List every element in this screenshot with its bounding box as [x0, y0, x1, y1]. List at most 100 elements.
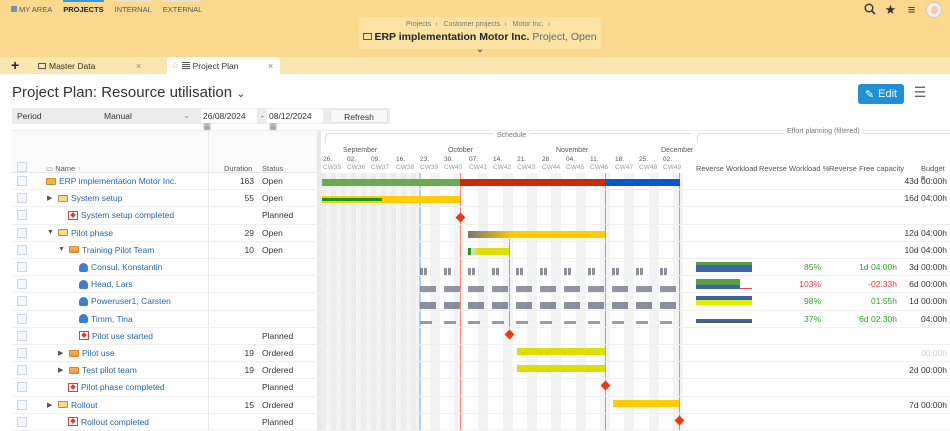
table-row[interactable]: Poweruser1, Carsten 98% 01:55h 1d 00:00h — [12, 293, 950, 311]
star-icon[interactable]: ★ — [884, 2, 897, 17]
row-checkbox[interactable] — [17, 365, 27, 376]
breadcrumb-motor-inc[interactable]: Motor Inc. — [512, 21, 544, 28]
table-row[interactable]: ▶ Pilot use 19 Ordered 00:00h — [12, 345, 950, 363]
row-name[interactable]: System setup completed — [81, 210, 175, 221]
resource-histogram — [420, 302, 680, 309]
table-row[interactable]: Pilot phase completed Planned — [12, 379, 950, 397]
table-row[interactable]: ERP implementation Motor Inc. 163 Open 43d … — [12, 173, 950, 191]
row-checkbox[interactable] — [17, 210, 27, 221]
expand-icon[interactable]: ▶ — [47, 401, 53, 409]
row-checkbox[interactable] — [17, 227, 27, 238]
nav-internal[interactable]: INTERNAL — [114, 0, 152, 14]
expand-icon[interactable]: ▶ — [58, 367, 64, 375]
row-name[interactable]: Pilot phase — [71, 227, 114, 238]
table-row[interactable]: Pilot use started Planned — [12, 328, 950, 345]
expand-icon[interactable]: ▶ — [58, 350, 64, 357]
period-select[interactable]: Manual — [104, 111, 132, 121]
row-name[interactable]: Rollout completed — [81, 416, 150, 427]
filter-settings-icon[interactable]: ☰ — [913, 84, 927, 100]
search-icon[interactable] — [863, 3, 876, 18]
row-checkbox[interactable] — [17, 176, 27, 186]
table-row[interactable]: ▶ Rollout 15 Ordered 7d 00:00h — [12, 397, 950, 414]
budget-header[interactable]: Budget e — [921, 164, 945, 182]
splitter[interactable] — [317, 131, 321, 430]
row-name[interactable]: System setup — [71, 193, 123, 204]
row-checkbox[interactable] — [17, 348, 27, 358]
table-row[interactable]: ▼ Training Pilot Team 10 Open 10d 04:00h — [12, 242, 950, 259]
gantt-bar-pilot-phase[interactable] — [468, 231, 605, 238]
breadcrumb-customer-projects[interactable]: Customer projects — [443, 21, 501, 28]
row-name[interactable]: Rollout — [71, 399, 98, 410]
name-column-header[interactable]: ▭ Name ↑ — [46, 164, 82, 173]
row-checkbox[interactable] — [17, 279, 27, 290]
status-column-header[interactable]: Status — [262, 164, 284, 173]
table-row[interactable]: Rollout completed Planned — [12, 414, 950, 431]
reverse-workload-header[interactable]: Reverse Workload — [696, 164, 758, 173]
row-checkbox[interactable] — [17, 313, 27, 324]
reverse-workload-pct-header[interactable]: Reverse Workload % — [759, 164, 830, 173]
gantt-bar-test-pilot-team[interactable] — [517, 365, 605, 372]
row-checkbox[interactable] — [17, 262, 27, 272]
calendar-icon[interactable]: ▦ — [203, 121, 212, 131]
add-tab-button[interactable]: + — [11, 57, 20, 73]
expand-icon[interactable]: ▶ — [47, 195, 53, 203]
row-checkbox[interactable] — [17, 399, 27, 410]
gantt-bar-system-setup[interactable] — [322, 196, 460, 203]
nav-external[interactable]: EXTERNAL — [162, 0, 203, 14]
row-name[interactable]: Timm, Tina — [91, 313, 133, 324]
chevron-down-icon[interactable]: ⌄ — [183, 110, 191, 120]
row-budget: 7d 00:00h — [909, 399, 947, 410]
hamburger-icon[interactable]: ≡ — [907, 2, 916, 17]
table-row[interactable]: ▶ Test pilot team 19 Ordered 2d 00:00h — [12, 362, 950, 380]
table-row[interactable]: ▶ System setup 55 Open 16d 04:00h — [12, 190, 950, 208]
pin-icon[interactable]: ☆ — [171, 60, 179, 70]
row-checkbox[interactable] — [17, 416, 27, 427]
table-row[interactable]: Head, Lars 103% -02:33h 6d 00:00h — [12, 276, 950, 294]
close-icon[interactable]: × — [136, 60, 142, 71]
nav-my-area[interactable]: MY AREA — [11, 4, 52, 14]
row-name[interactable]: Head, Lars — [91, 279, 133, 290]
row-duration: 29 — [244, 227, 254, 238]
breadcrumb-projects[interactable]: Projects — [405, 21, 432, 28]
row-name[interactable]: Pilot phase completed — [81, 382, 165, 393]
page-title[interactable]: Project Plan: Resource utilisation ⌄ — [12, 84, 246, 101]
row-checkbox[interactable] — [17, 193, 27, 204]
row-name[interactable]: Pilot use — [82, 348, 115, 358]
edit-button[interactable]: ✎ Edit — [858, 84, 904, 104]
gantt-bar-training-pilot-team[interactable] — [468, 248, 510, 255]
gantt-bar-project[interactable] — [322, 179, 460, 186]
collapse-icon[interactable]: ▼ — [58, 246, 65, 254]
row-name[interactable]: Pilot use started — [92, 330, 153, 341]
table-row[interactable]: Timm, Tina 37% 6d 02:30h 04:00h — [12, 311, 950, 328]
row-checkbox[interactable] — [17, 330, 27, 341]
row-name[interactable]: Poweruser1, Carsten — [91, 296, 171, 307]
close-icon[interactable]: × — [268, 60, 274, 71]
gantt-bar-rollout[interactable] — [613, 400, 679, 407]
row-checkbox[interactable] — [17, 382, 27, 393]
row-name[interactable]: Test pilot team — [82, 365, 137, 376]
row-name[interactable]: ERP implementation Motor Inc. — [59, 176, 177, 186]
gantt-bar-project[interactable] — [460, 179, 605, 186]
table-row[interactable]: Consul, Konstantin 85% 1d 04:00h 3d 00:00h — [12, 259, 950, 277]
calendar-icon[interactable]: ▦ — [269, 121, 278, 131]
date-to-field[interactable]: 08/12/2024 ▦ — [267, 109, 323, 131]
tab-master-data[interactable]: Master Data × — [38, 57, 148, 74]
select-all-checkbox[interactable] — [17, 162, 27, 172]
gantt-bar-pilot-use[interactable] — [517, 348, 605, 355]
reverse-free-capacity-header[interactable]: Reverse Free capacity — [829, 164, 905, 173]
project-selector[interactable]: ERP implementation Motor Inc. Project, O… — [359, 31, 601, 55]
collapse-icon[interactable]: ▼ — [47, 229, 54, 237]
row-checkbox[interactable] — [17, 244, 27, 255]
gantt-bar-project[interactable] — [605, 179, 680, 186]
date-from-field[interactable]: 26/08/2024 ▦ — [201, 109, 257, 131]
row-checkbox[interactable] — [17, 296, 27, 307]
row-name[interactable]: Training Pilot Team — [82, 244, 155, 255]
duration-column-header[interactable]: Duration — [224, 164, 253, 173]
tab-project-plan[interactable]: ☆ Project Plan × — [167, 57, 280, 74]
user-avatar[interactable] — [926, 2, 942, 18]
nav-projects[interactable]: PROJECTS — [63, 0, 105, 14]
table-row[interactable]: ▼ Pilot phase 29 Open 12d 04:00h — [12, 225, 950, 242]
refresh-button[interactable]: Refresh — [330, 109, 388, 123]
table-row[interactable]: System setup completed Planned — [12, 207, 950, 225]
row-name[interactable]: Consul, Konstantin — [91, 262, 163, 272]
